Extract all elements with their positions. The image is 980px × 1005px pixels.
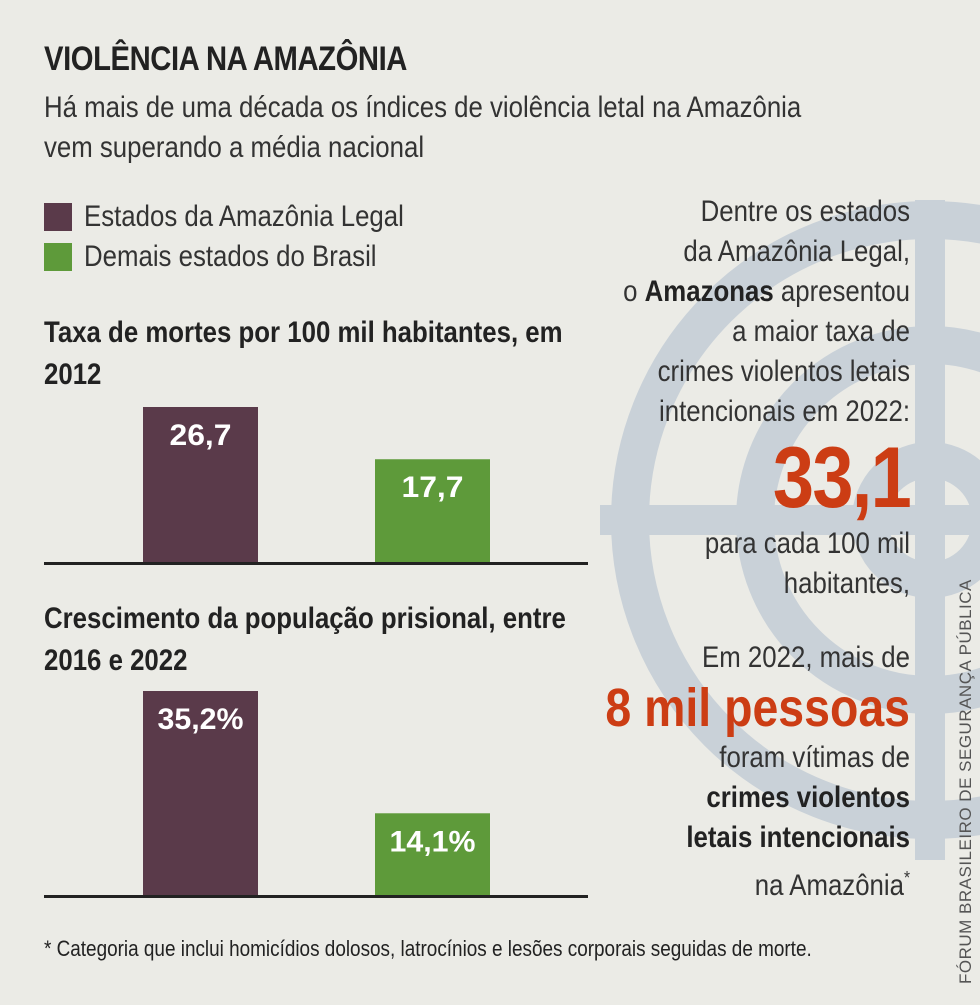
bar-demais	[375, 813, 490, 895]
bar-amazonia	[143, 407, 258, 562]
side-bold-line: letais intencionais	[686, 821, 910, 854]
side-line: Dentre os estados	[700, 195, 910, 228]
page-subtitle: Há mais de uma década os índices de viol…	[44, 91, 802, 164]
footnote: * Categoria que inclui homicídios doloso…	[44, 936, 812, 961]
chart-prisional: 35,2% 14,1%	[44, 691, 588, 898]
side-text: Dentre os estados da Amazônia Legal, o A…	[490, 192, 912, 906]
bar-value-label: 35,2%	[158, 703, 244, 736]
page-title: VIOLÊNCIA NA AMAZÔNIA	[44, 40, 407, 78]
bar-value-label: 17,7	[402, 471, 464, 504]
source-credit: FÓRUM BRASILEIRO DE SEGURANÇA PÚBLICA	[956, 579, 975, 984]
side-bold-line: crimes violentos	[706, 781, 910, 814]
bar-demais	[375, 459, 490, 562]
side-line: da Amazônia Legal,	[683, 235, 910, 268]
legend-item-demais: Demais estados do Brasil	[44, 237, 456, 277]
footnote-mark: *	[903, 868, 910, 888]
chart-title-mortes: Taxa de mortes por 100 mil habitantes, e…	[44, 316, 563, 391]
legend-item-amazonia: Estados da Amazônia Legal	[44, 197, 456, 237]
chart-title-prisional: Crescimento da população prisional, entr…	[44, 602, 566, 677]
side-line: a maior taxa de	[732, 315, 910, 348]
chart-mortes: 26,7 17,7	[44, 407, 588, 565]
big-people: 8 mil pessoas	[605, 678, 910, 738]
bar-value-label: 26,7	[170, 419, 232, 452]
side-line: intencionais em 2022:	[659, 395, 910, 428]
legend-swatch-amazonia	[44, 203, 72, 231]
side-word: na Amazônia	[754, 869, 904, 902]
legend-label-amazonia: Estados da Amazônia Legal	[84, 200, 404, 233]
side-line: foram vítimas de	[719, 741, 910, 774]
side-line: Em 2022, mais de	[702, 641, 910, 674]
big-value: 33,1	[772, 430, 912, 526]
side-word: o	[623, 275, 638, 308]
legend-swatch-demais	[44, 243, 72, 271]
side-line: o Amazonas apresentou	[549, 272, 910, 312]
bar-value-label: 14,1%	[390, 825, 476, 858]
side-line: para cada 100 mil	[704, 527, 910, 560]
side-bold-amazonas: Amazonas	[644, 275, 774, 308]
legend: Estados da Amazônia Legal Demais estados…	[44, 197, 456, 277]
side-line: crimes violentos letais	[657, 355, 910, 388]
side-line: habitantes,	[783, 567, 910, 600]
side-line: na Amazônia*	[549, 858, 910, 906]
side-word: apresentou	[780, 275, 910, 308]
legend-label-demais: Demais estados do Brasil	[84, 240, 377, 273]
bar-amazonia	[143, 691, 258, 895]
